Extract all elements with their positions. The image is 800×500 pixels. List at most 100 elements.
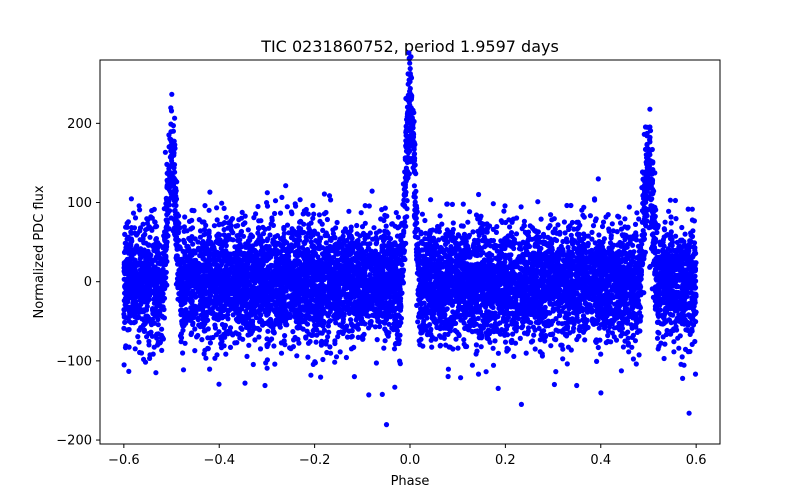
data-point — [637, 328, 643, 334]
data-point — [325, 334, 331, 340]
data-point — [523, 350, 529, 356]
data-point — [320, 356, 326, 363]
data-point — [509, 331, 516, 337]
data-point — [589, 236, 595, 242]
data-point — [625, 329, 631, 335]
data-point — [400, 222, 406, 228]
data-point — [679, 354, 685, 360]
data-point — [590, 223, 597, 229]
data-point — [693, 319, 699, 325]
data-point — [647, 106, 653, 112]
data-point — [507, 224, 513, 230]
data-point — [689, 206, 695, 212]
data-point — [447, 344, 453, 350]
data-point — [190, 241, 196, 247]
data-point — [303, 334, 309, 340]
data-point — [478, 213, 484, 219]
data-point — [411, 183, 417, 189]
data-points-layer — [121, 50, 699, 428]
data-point — [619, 325, 626, 331]
data-point — [680, 375, 686, 381]
data-point — [266, 225, 272, 231]
data-point — [531, 332, 537, 338]
data-point — [587, 213, 594, 219]
data-point — [149, 333, 155, 339]
data-point — [272, 198, 279, 204]
data-point — [270, 222, 276, 228]
data-point — [632, 221, 639, 227]
data-point — [615, 213, 621, 219]
data-point — [225, 316, 231, 322]
data-point — [239, 209, 245, 215]
data-point — [560, 346, 566, 352]
data-point — [323, 338, 330, 344]
data-point — [666, 208, 672, 214]
data-point — [495, 350, 501, 356]
data-point — [344, 237, 350, 244]
data-point — [160, 266, 166, 272]
data-point — [218, 245, 224, 251]
data-point — [574, 219, 580, 225]
data-point — [422, 217, 428, 224]
data-point — [626, 204, 632, 210]
data-point — [458, 375, 464, 381]
data-point — [568, 232, 574, 238]
data-point — [207, 189, 213, 195]
data-point — [313, 339, 319, 345]
data-point — [294, 353, 300, 359]
data-point — [382, 338, 388, 344]
data-point — [223, 214, 229, 220]
data-point — [212, 355, 218, 361]
data-point — [503, 322, 510, 329]
data-point — [473, 351, 479, 357]
data-point — [219, 200, 225, 206]
data-point — [406, 50, 412, 56]
data-point — [608, 235, 614, 241]
data-point — [317, 218, 323, 224]
data-point — [205, 326, 211, 332]
data-point — [277, 210, 284, 216]
data-point — [632, 338, 639, 344]
data-point — [595, 176, 601, 182]
data-point — [415, 319, 421, 325]
data-point — [147, 234, 153, 240]
data-point — [555, 222, 561, 228]
data-point — [473, 342, 479, 348]
data-point — [600, 219, 607, 225]
data-point — [450, 220, 456, 226]
data-point — [343, 354, 349, 361]
data-point — [232, 340, 238, 346]
data-point — [662, 219, 668, 225]
data-point — [264, 365, 270, 371]
data-point — [595, 344, 601, 351]
data-point — [562, 230, 568, 236]
data-point — [172, 115, 178, 121]
data-point — [304, 321, 311, 327]
data-point — [192, 348, 198, 354]
data-point — [250, 361, 256, 368]
data-point — [601, 292, 607, 299]
data-point — [159, 347, 165, 353]
data-point — [240, 336, 246, 342]
data-point — [504, 348, 510, 354]
data-point — [460, 317, 466, 323]
data-point — [675, 257, 681, 263]
data-point — [686, 410, 692, 416]
data-point — [594, 358, 600, 364]
data-point — [672, 197, 679, 204]
data-point — [662, 341, 668, 347]
data-point — [182, 214, 188, 220]
data-point — [475, 371, 482, 377]
data-point — [564, 361, 570, 367]
data-point — [689, 217, 696, 223]
data-point — [536, 325, 542, 331]
data-point — [592, 240, 598, 246]
data-point — [598, 351, 604, 357]
data-point — [362, 220, 368, 226]
data-point — [192, 326, 198, 332]
data-point — [269, 215, 275, 221]
data-point — [136, 327, 142, 333]
data-point — [427, 228, 433, 234]
data-point — [450, 309, 456, 315]
